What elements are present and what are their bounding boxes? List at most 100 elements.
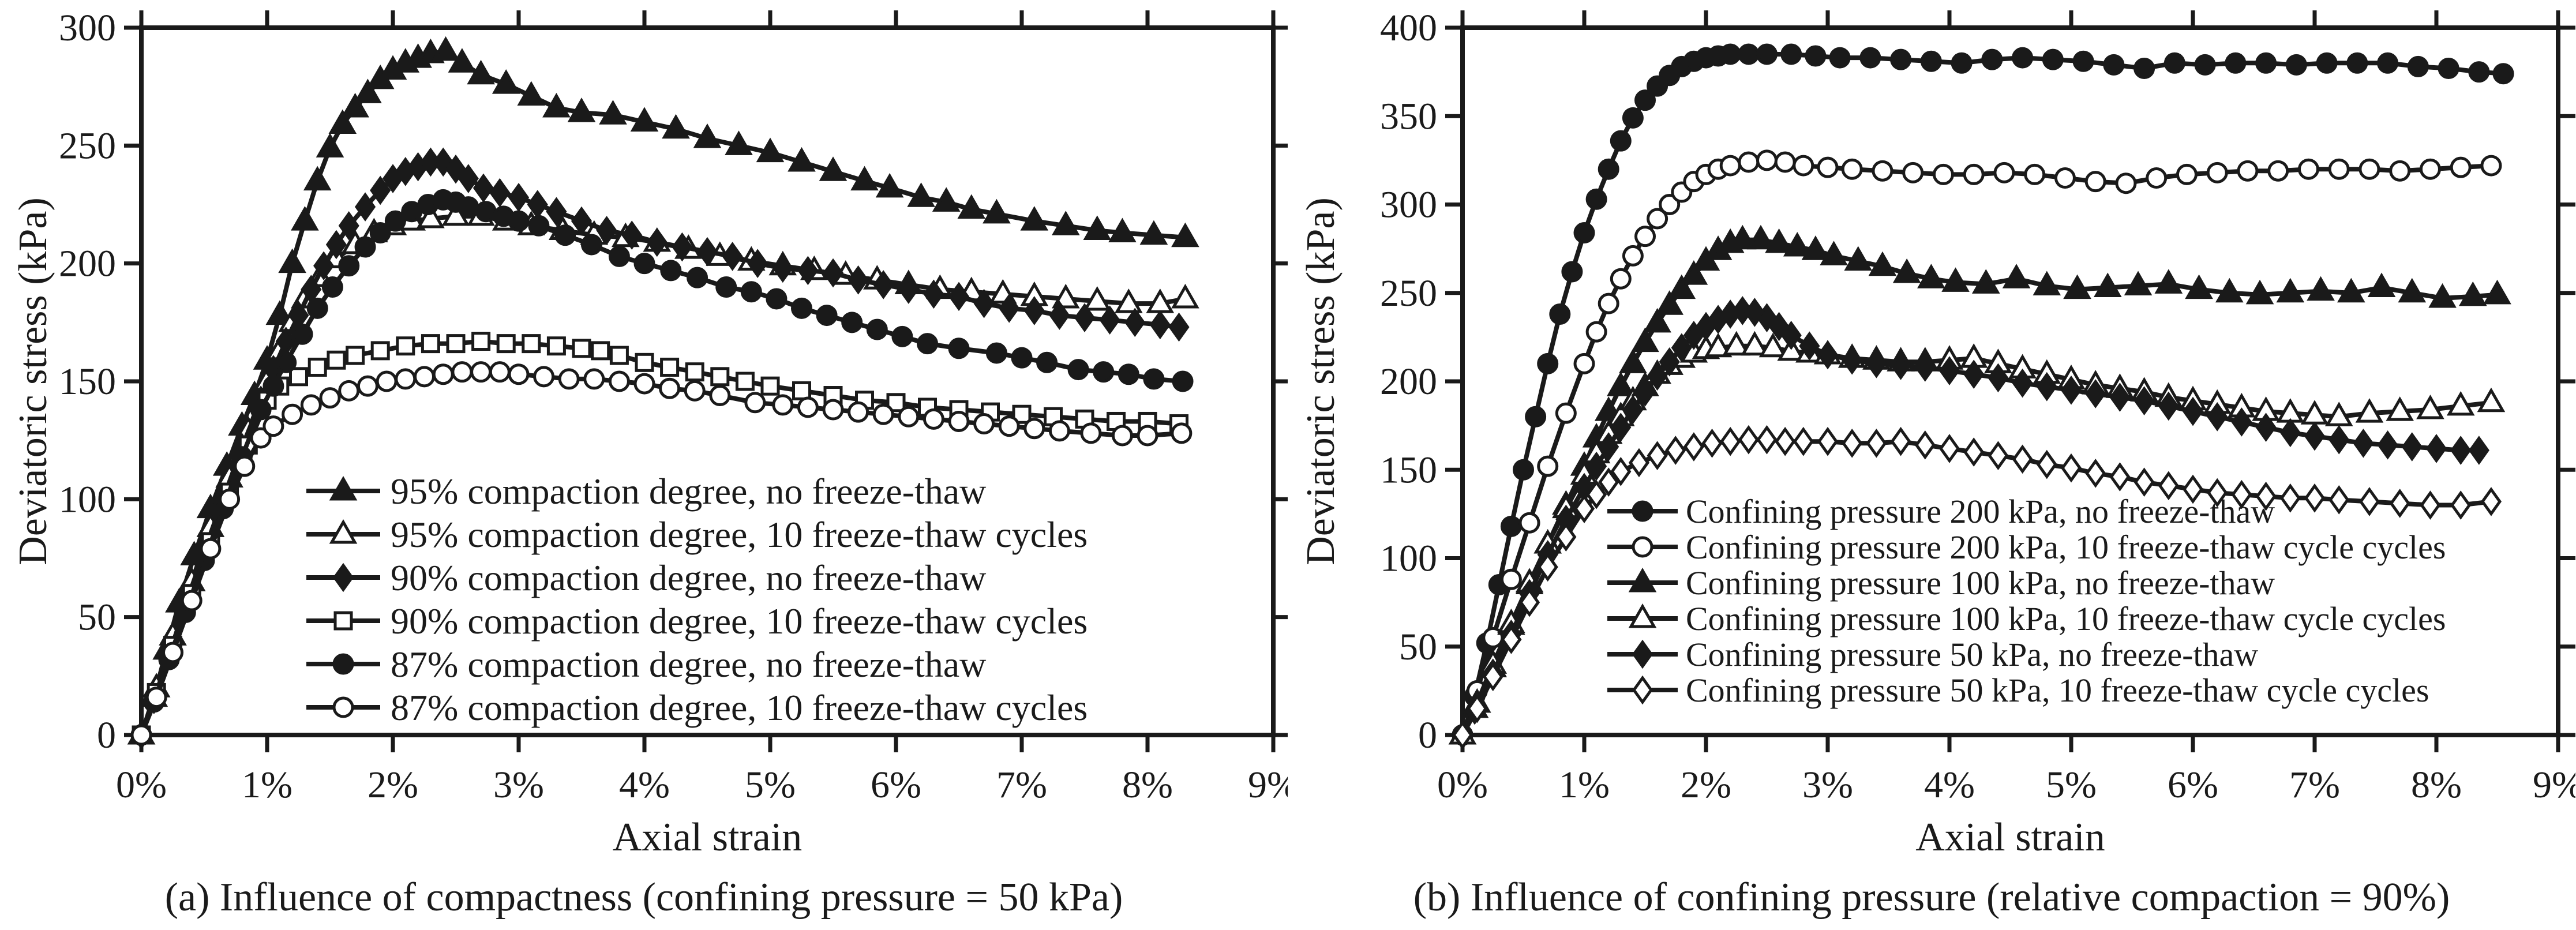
circle-open-marker-icon [145,687,167,708]
legend: Confining pressure 200 kPa, no freeze-th… [1607,493,2446,709]
triangle-filled-marker-icon [467,59,495,85]
diamond-filled-marker-icon [2060,376,2082,405]
circle-open-marker-icon [2176,163,2198,185]
circle-open-marker-icon [1647,208,1668,230]
circle-open-marker-icon [1080,422,1102,444]
diamond-open-marker-icon [2304,483,2326,513]
circle-open-marker-icon [1518,512,1540,534]
circle-open-marker-icon [1738,151,1760,173]
circle-open-marker-icon [162,642,183,663]
circle-filled-marker-icon [816,305,838,327]
circle-open-marker-icon [1932,163,1954,185]
triangle-filled-marker-icon [448,48,477,73]
triangle-filled-marker-icon [2002,264,2031,288]
circle-filled-marker-icon [985,342,1007,364]
diamond-filled-marker-icon [2304,421,2326,451]
diamond-filled-marker-icon [508,182,530,212]
circle-open-marker-icon [1632,536,1653,558]
x-tick-label: 9% [2533,764,2575,806]
circle-filled-marker-icon [1585,188,1607,210]
square-open-marker-icon [471,332,491,351]
circle-filled-marker-icon [2492,63,2514,85]
diamond-open-marker-icon [2158,471,2179,501]
circle-filled-marker-icon [1561,261,1583,283]
diamond-open-marker-icon [1720,426,1741,456]
square-open-marker-icon [421,334,440,354]
circle-open-marker-icon [2267,160,2289,182]
circle-open-marker-icon [709,385,731,407]
circle-open-marker-icon [319,387,341,409]
legend-label: Confining pressure 200 kPa, 10 freeze-th… [1686,528,2446,566]
circle-filled-marker-icon [1610,130,1632,152]
circle-filled-marker-icon [891,325,913,347]
circle-filled-marker-icon [2285,54,2307,76]
diamond-open-marker-icon [2255,481,2277,511]
square-open-marker-icon [396,336,415,356]
legend: 95% compaction degree, no freeze-thaw95%… [306,471,1088,728]
triangle-filled-marker-icon [328,109,357,134]
diamond-filled-marker-icon [1634,377,1656,407]
square-open-marker-icon [289,367,308,387]
series-p50-ft10 [1452,425,2502,750]
circle-filled-marker-icon [1756,43,1778,65]
triangle-filled-marker-icon [1892,258,1921,283]
circle-filled-marker-icon [1805,45,1827,67]
diamond-open-marker-icon [2279,483,2301,513]
circle-open-marker-icon [2419,158,2441,180]
y-axis: 0 50 100 150 200 250 300 [59,7,1288,756]
x-tick-label: 8% [2411,764,2462,806]
circle-filled-marker-icon [1632,500,1653,522]
x-tick-label: 2% [368,764,418,806]
diamond-filled-marker-icon [772,253,793,283]
y-tick-label: 200 [1380,361,1437,403]
triangle-filled-marker-icon [725,130,753,155]
diamond-open-marker-icon [1756,425,1778,455]
diamond-filled-marker-icon [473,173,494,203]
diamond-open-marker-icon [1890,426,1911,456]
panel-b: 0% 1% 2% 3% 4% 5% 6% 7% 8% 9% 0 50 100 150 200 250 300 35… [1288,0,2575,930]
legend-label: Confining pressure 100 kPa, no freeze-th… [1686,564,2275,602]
legend-item-p100-noft: Confining pressure 100 kPa, no freeze-th… [1607,564,2275,602]
diamond-filled-marker-icon [747,249,768,278]
diamond-filled-marker-icon [1168,312,1190,342]
triangle-filled-marker-icon [2398,278,2427,303]
y-tick-label: 250 [1380,272,1437,314]
circle-open-marker-icon [2297,158,2319,180]
triangle-filled-marker-icon [2307,276,2335,301]
circle-open-marker-icon [923,408,944,430]
triangle-filled-marker-icon [1971,269,2000,294]
y-tick-label: 50 [78,597,116,639]
chart-b-plot: 0% 1% 2% 3% 4% 5% 6% 7% 8% 9% 0 50 100 150 200 250 300 35… [1299,7,2575,860]
triangle-filled-marker-icon [2428,283,2457,308]
diamond-filled-marker-icon [1890,351,1911,380]
series-p200-noft [1452,43,2514,746]
circle-filled-marker-icon [1011,347,1033,369]
x-tick-label: 3% [493,764,544,806]
diamond-filled-marker-icon [571,206,593,236]
chart-a-plot: 0% 1% 2% 3% 4% 5% 6% 7% 8% 9% 0 50 100 150 200 250 300 Ax… [11,7,1288,860]
x-tick-label: 7% [996,764,1047,806]
triangle-filled-marker-icon [1606,372,1635,396]
triangle-open-marker-icon [2386,396,2414,421]
diamond-open-marker-icon [2480,487,2502,516]
triangle-filled-marker-icon [1139,220,1168,245]
x-tick-label: 6% [2168,764,2218,806]
diamond-filled-marker-icon [848,265,869,295]
diamond-open-marker-icon [1988,441,2009,471]
circle-open-marker-icon [1137,425,1158,447]
legend-item-p200-noft: Confining pressure 200 kPa, no freeze-th… [1607,493,2275,530]
triangle-filled-marker-icon [567,97,596,122]
diamond-filled-marker-icon [797,256,819,286]
triangle-open-marker-icon [1083,286,1112,311]
triangle-filled-marker-icon [819,156,848,181]
triangle-filled-marker-icon [542,92,571,118]
triangle-filled-marker-icon [1628,567,1657,592]
circle-open-marker-icon [332,696,354,718]
circle-filled-marker-icon [338,255,360,277]
triangle-filled-marker-icon [983,198,1011,224]
circle-open-marker-icon [2206,162,2228,183]
diamond-open-marker-icon [1555,522,1577,552]
circle-open-marker-icon [633,373,655,395]
triangle-filled-marker-icon [1941,267,1970,292]
panel-a: 0% 1% 2% 3% 4% 5% 6% 7% 8% 9% 0 50 100 150 200 250 300 Ax… [11,7,1288,920]
